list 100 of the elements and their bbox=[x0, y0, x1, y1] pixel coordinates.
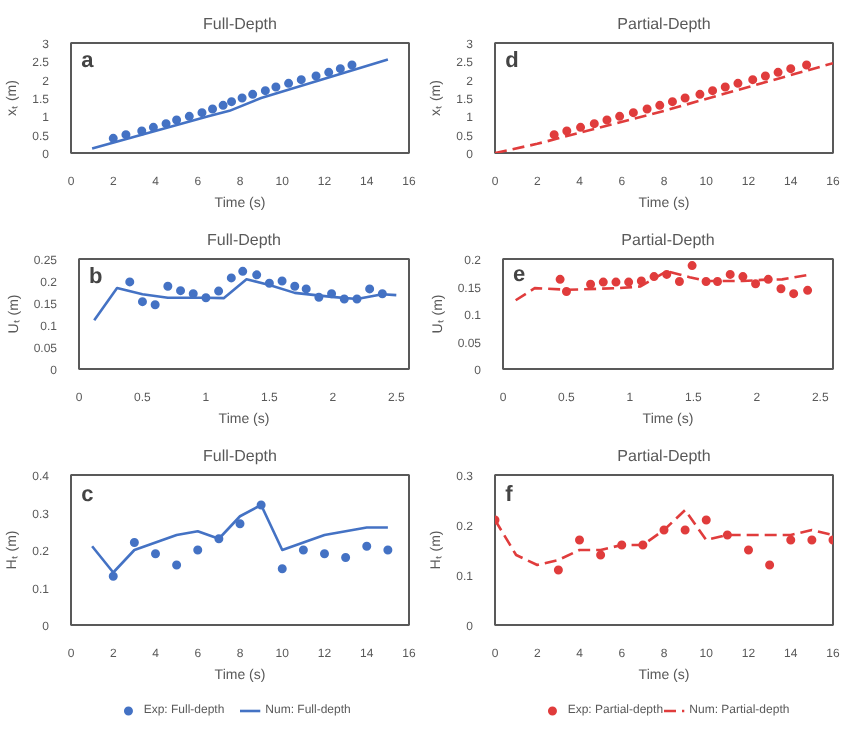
point bbox=[108, 133, 118, 143]
chart-title: Partial-Depth bbox=[621, 231, 715, 249]
point bbox=[773, 67, 783, 77]
chart-title: Partial-Depth bbox=[617, 447, 711, 465]
point bbox=[129, 538, 139, 547]
point bbox=[362, 541, 372, 551]
line-series bbox=[90, 58, 390, 150]
point bbox=[589, 119, 599, 129]
point bbox=[271, 82, 281, 92]
point bbox=[161, 119, 171, 129]
point bbox=[151, 549, 160, 559]
point bbox=[748, 75, 758, 85]
point bbox=[237, 93, 247, 103]
point bbox=[252, 270, 262, 280]
point bbox=[744, 545, 753, 555]
point bbox=[562, 126, 572, 136]
point bbox=[277, 276, 287, 286]
point bbox=[296, 75, 306, 85]
point bbox=[713, 277, 722, 287]
point bbox=[708, 86, 718, 96]
point bbox=[576, 122, 586, 132]
point bbox=[624, 277, 634, 287]
point bbox=[628, 108, 638, 118]
point bbox=[137, 297, 147, 307]
point bbox=[235, 519, 245, 529]
point bbox=[277, 564, 287, 574]
annotation: e bbox=[512, 262, 526, 287]
chart-title: Partial-Depth bbox=[617, 15, 711, 33]
point bbox=[586, 279, 596, 289]
point bbox=[786, 64, 796, 74]
point bbox=[733, 78, 743, 88]
point bbox=[125, 277, 135, 287]
point bbox=[655, 100, 665, 110]
point bbox=[803, 285, 813, 295]
point bbox=[602, 115, 612, 125]
point bbox=[695, 89, 705, 99]
point bbox=[248, 89, 258, 99]
point bbox=[298, 545, 308, 555]
point bbox=[290, 281, 300, 291]
point bbox=[807, 535, 817, 545]
point bbox=[680, 93, 690, 103]
point bbox=[674, 277, 684, 287]
point bbox=[150, 300, 160, 310]
point bbox=[176, 286, 186, 296]
point bbox=[227, 97, 237, 107]
point bbox=[193, 545, 203, 555]
point bbox=[148, 122, 158, 132]
point bbox=[365, 284, 375, 294]
point bbox=[108, 571, 118, 581]
point bbox=[662, 269, 672, 279]
point bbox=[722, 530, 732, 540]
annotation: b bbox=[88, 264, 103, 289]
point bbox=[383, 545, 393, 555]
point bbox=[687, 261, 697, 271]
point bbox=[347, 60, 357, 70]
point bbox=[214, 286, 224, 296]
point bbox=[335, 64, 345, 74]
annotation: c bbox=[81, 482, 94, 507]
point bbox=[301, 284, 311, 294]
point bbox=[284, 78, 294, 88]
point bbox=[163, 281, 173, 291]
point bbox=[121, 130, 131, 140]
point bbox=[218, 100, 228, 110]
annotation: d bbox=[505, 48, 519, 73]
point bbox=[598, 277, 608, 287]
annotation: f bbox=[505, 482, 514, 507]
chart-title: Full-Depth bbox=[203, 15, 277, 33]
point bbox=[789, 289, 799, 299]
point bbox=[172, 115, 182, 125]
point bbox=[553, 565, 563, 575]
point bbox=[172, 560, 182, 570]
point bbox=[680, 525, 690, 535]
point bbox=[184, 111, 194, 121]
point bbox=[238, 266, 248, 276]
point bbox=[575, 535, 584, 545]
point bbox=[549, 130, 559, 140]
point bbox=[642, 104, 652, 114]
point bbox=[197, 108, 207, 118]
point bbox=[751, 279, 761, 289]
chart-title: Full-Depth bbox=[203, 447, 277, 465]
line-series bbox=[514, 269, 809, 302]
point bbox=[208, 104, 218, 114]
point bbox=[311, 71, 321, 81]
point bbox=[720, 82, 730, 92]
point bbox=[802, 60, 812, 70]
point bbox=[786, 535, 796, 545]
point bbox=[725, 269, 735, 279]
point bbox=[324, 67, 334, 77]
annotation: a bbox=[81, 48, 96, 73]
point bbox=[667, 97, 677, 107]
point bbox=[341, 553, 351, 562]
point bbox=[611, 277, 621, 287]
point bbox=[260, 86, 270, 96]
point bbox=[701, 515, 711, 525]
point bbox=[738, 272, 748, 282]
point bbox=[776, 284, 786, 294]
point bbox=[320, 549, 329, 559]
point bbox=[555, 274, 565, 284]
point bbox=[596, 550, 606, 560]
point bbox=[765, 560, 775, 570]
